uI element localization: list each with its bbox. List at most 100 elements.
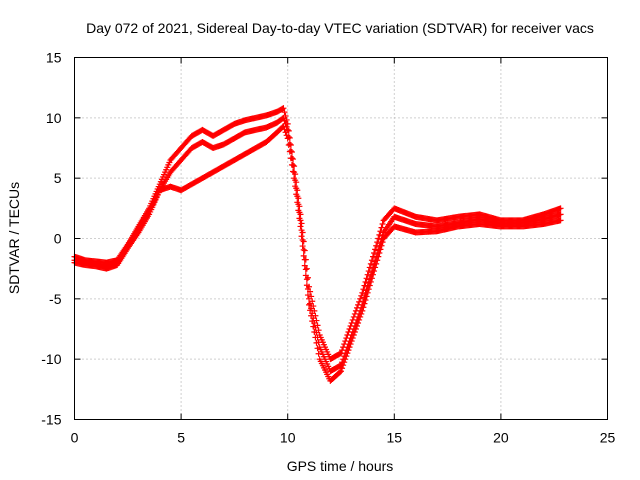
data-point bbox=[365, 286, 372, 293]
y-tick-label: 5 bbox=[54, 170, 62, 186]
data-point bbox=[307, 300, 314, 307]
data-point bbox=[350, 332, 357, 339]
data-point bbox=[365, 268, 372, 275]
data-point bbox=[288, 161, 295, 168]
data-point bbox=[363, 275, 370, 282]
data-point bbox=[292, 183, 299, 190]
data-point bbox=[376, 231, 383, 238]
data-points bbox=[71, 105, 564, 384]
y-tick-label: -15 bbox=[41, 412, 61, 428]
y-tick-label: 15 bbox=[46, 50, 62, 66]
data-point bbox=[373, 242, 380, 249]
data-point bbox=[378, 242, 385, 249]
x-tick-label: 25 bbox=[600, 430, 616, 446]
data-point bbox=[357, 313, 364, 320]
data-point bbox=[306, 301, 313, 308]
data-point bbox=[303, 276, 310, 283]
data-point bbox=[379, 239, 386, 246]
x-axis-label: GPS time / hours bbox=[287, 458, 394, 474]
data-point bbox=[309, 318, 316, 325]
data-point bbox=[356, 298, 363, 305]
data-point bbox=[300, 246, 307, 253]
data-point bbox=[280, 123, 287, 130]
data-point bbox=[306, 295, 313, 302]
data-point bbox=[315, 350, 322, 357]
data-point bbox=[352, 326, 359, 332]
data-point bbox=[375, 235, 382, 242]
data-point bbox=[294, 199, 301, 206]
data-point bbox=[371, 249, 378, 256]
data-point bbox=[362, 278, 369, 285]
data-point bbox=[301, 262, 308, 269]
y-axis-label: SDTVAR / TECUs bbox=[6, 182, 22, 294]
data-point bbox=[362, 297, 369, 304]
data-point bbox=[314, 345, 321, 352]
data-point bbox=[358, 310, 365, 317]
data-point bbox=[307, 307, 314, 314]
data-point bbox=[298, 233, 305, 240]
data-point bbox=[366, 264, 373, 271]
data-point bbox=[379, 221, 386, 228]
data-point bbox=[279, 105, 286, 112]
data-point bbox=[346, 344, 353, 351]
data-point bbox=[286, 148, 293, 155]
data-point bbox=[302, 272, 309, 279]
data-point bbox=[349, 335, 356, 342]
data-point bbox=[303, 265, 310, 272]
data-point bbox=[280, 105, 287, 112]
data-point bbox=[284, 135, 291, 142]
data-point bbox=[348, 338, 355, 345]
data-point bbox=[308, 312, 315, 319]
data-point bbox=[336, 350, 343, 357]
data-point bbox=[361, 300, 368, 307]
data-point bbox=[310, 323, 317, 330]
data-point bbox=[290, 168, 297, 175]
data-point bbox=[341, 359, 348, 366]
data-point bbox=[298, 220, 305, 227]
data-point bbox=[311, 329, 318, 336]
data-point bbox=[344, 350, 351, 357]
data-point bbox=[345, 347, 352, 354]
grid-lines bbox=[74, 57, 608, 420]
data-point bbox=[359, 307, 366, 314]
data-point bbox=[340, 362, 347, 369]
y-tick-label: 10 bbox=[46, 110, 62, 126]
x-tick-label: 5 bbox=[177, 430, 185, 446]
data-point bbox=[369, 253, 376, 260]
data-point bbox=[339, 365, 346, 372]
data-point bbox=[371, 268, 378, 275]
data-point bbox=[374, 239, 381, 246]
data-point bbox=[291, 175, 298, 182]
data-point bbox=[347, 341, 354, 348]
data-point bbox=[301, 256, 308, 263]
data-point bbox=[342, 356, 349, 363]
data-point bbox=[359, 289, 366, 296]
data-point bbox=[361, 282, 368, 289]
data-point bbox=[557, 217, 564, 224]
data-point bbox=[297, 223, 304, 230]
data-point bbox=[363, 293, 370, 300]
chart-title: Day 072 of 2021, Sidereal Day-to-day VTE… bbox=[86, 20, 594, 36]
y-tick-label: 0 bbox=[54, 231, 62, 247]
x-tick-label: 10 bbox=[280, 430, 296, 446]
data-point bbox=[313, 339, 320, 346]
data-point bbox=[372, 264, 379, 271]
data-point bbox=[369, 271, 376, 278]
data-point bbox=[343, 353, 350, 360]
data-point bbox=[356, 316, 363, 323]
data-point bbox=[355, 319, 362, 326]
data-point bbox=[283, 132, 290, 139]
data-point bbox=[282, 129, 289, 136]
data-point bbox=[304, 292, 311, 299]
data-point bbox=[295, 207, 302, 214]
data-point bbox=[299, 243, 306, 250]
data-point bbox=[336, 369, 343, 376]
data-point bbox=[357, 295, 364, 302]
y-tick-label: -10 bbox=[41, 351, 61, 367]
data-point bbox=[281, 109, 288, 116]
data-point bbox=[373, 260, 380, 267]
axis-ticks bbox=[74, 57, 608, 420]
data-point bbox=[557, 205, 564, 212]
